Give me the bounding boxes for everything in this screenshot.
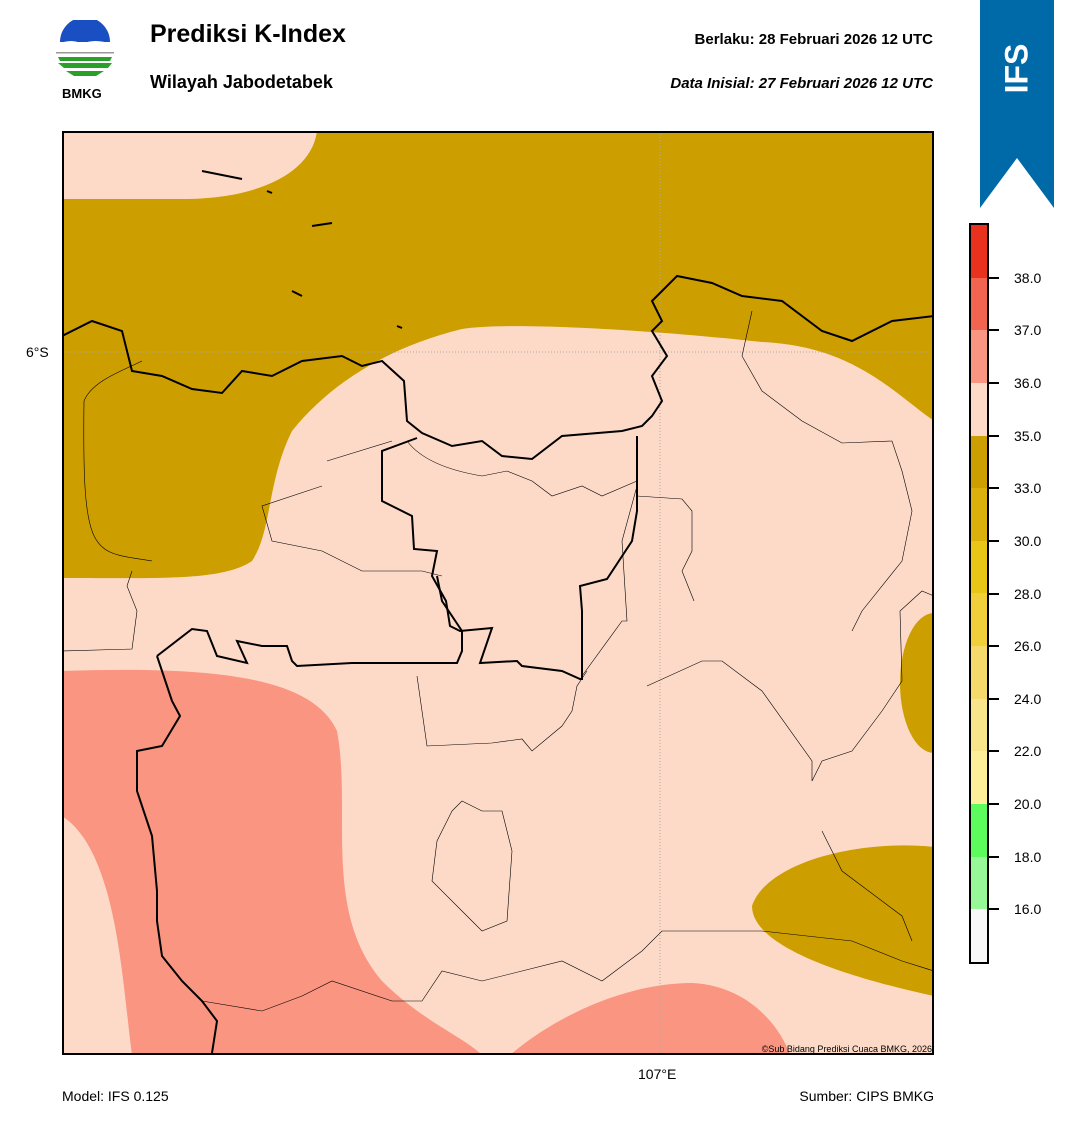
colorbar-tick	[989, 697, 999, 700]
copyright: ©Sub Bidang Prediksi Cuaca BMKG, 2026	[761, 1044, 932, 1054]
colorbar-tick-label: 36.0	[1014, 374, 1042, 391]
colorbar-segment	[971, 435, 987, 489]
colorbar-tick-label: 35.0	[1014, 427, 1042, 444]
colorbar-tick	[989, 645, 999, 648]
colorbar-segment	[971, 646, 987, 699]
colorbar-tick-label: 33.0	[1014, 480, 1042, 497]
colorbar-tick-label: 38.0	[1014, 269, 1042, 286]
colorbar-tick-label: 20.0	[1014, 796, 1042, 813]
page-title: Prediksi K-Index	[150, 20, 346, 48]
colorbar-segment	[971, 382, 987, 436]
valid-time: Berlaku: 28 Februari 2026 12 UTC	[694, 31, 933, 48]
regency-boundaries	[64, 310, 932, 1012]
colorbar-tick	[989, 487, 999, 490]
colorbar-tick	[989, 750, 999, 753]
colorbar-tick-label: 37.0	[1014, 322, 1042, 339]
k-index-map	[62, 131, 934, 1055]
colorbar	[969, 223, 989, 964]
colorbar-tick	[989, 803, 999, 806]
region-33-35-east	[900, 613, 932, 753]
map-canvas	[64, 133, 932, 1053]
colorbar-tick	[989, 592, 999, 595]
colorbar-tick	[989, 276, 999, 279]
colorbar-tick-label: 26.0	[1014, 638, 1042, 655]
source-label: Sumber: CIPS BMKG	[799, 1088, 934, 1104]
colorbar-segment	[971, 751, 987, 805]
colorbar-segment	[971, 909, 987, 962]
model-label: Model: IFS 0.125	[62, 1088, 169, 1104]
colorbar-tick-label: 30.0	[1014, 532, 1042, 549]
colorbar-segment	[971, 277, 987, 331]
colorbar-segment	[971, 330, 987, 383]
colorbar-segment	[971, 804, 987, 857]
initial-time: Data Inisial: 27 Februari 2026 12 UTC	[670, 75, 933, 92]
colorbar-tick-label: 22.0	[1014, 743, 1042, 760]
page-subtitle: Wilayah Jabodetabek	[150, 72, 333, 92]
bmkg-logo	[56, 20, 114, 76]
region-36-37-south	[512, 983, 790, 1053]
colorbar-tick	[989, 908, 999, 911]
colorbar-tick-label: 16.0	[1014, 901, 1042, 918]
colorbar-tick	[989, 381, 999, 384]
colorbar-tick	[989, 329, 999, 332]
colorbar-segment	[971, 488, 987, 541]
colorbar-tick	[989, 539, 999, 542]
colorbar-segment	[971, 225, 987, 278]
lon-label: 107°E	[638, 1066, 677, 1082]
colorbar-tick-label: 28.0	[1014, 585, 1042, 602]
logo-text: BMKG	[62, 86, 102, 101]
colorbar-tick	[989, 434, 999, 437]
colorbar-segment	[971, 698, 987, 752]
colorbar-tick-label: 24.0	[1014, 690, 1042, 707]
colorbar-segment	[971, 856, 987, 910]
coastline	[64, 170, 932, 1053]
model-badge: IFS	[998, 43, 1035, 94]
colorbar-tick-label: 18.0	[1014, 848, 1042, 865]
region-36-37-southwest	[64, 669, 480, 1053]
region-33-35-north	[64, 133, 932, 579]
colorbar-tick	[989, 855, 999, 858]
colorbar-segment	[971, 540, 987, 594]
colorbar-segment	[971, 593, 987, 647]
model-ribbon	[980, 0, 1054, 208]
lat-label: 6°S	[26, 344, 49, 360]
region-33-35-southeast	[752, 845, 932, 996]
